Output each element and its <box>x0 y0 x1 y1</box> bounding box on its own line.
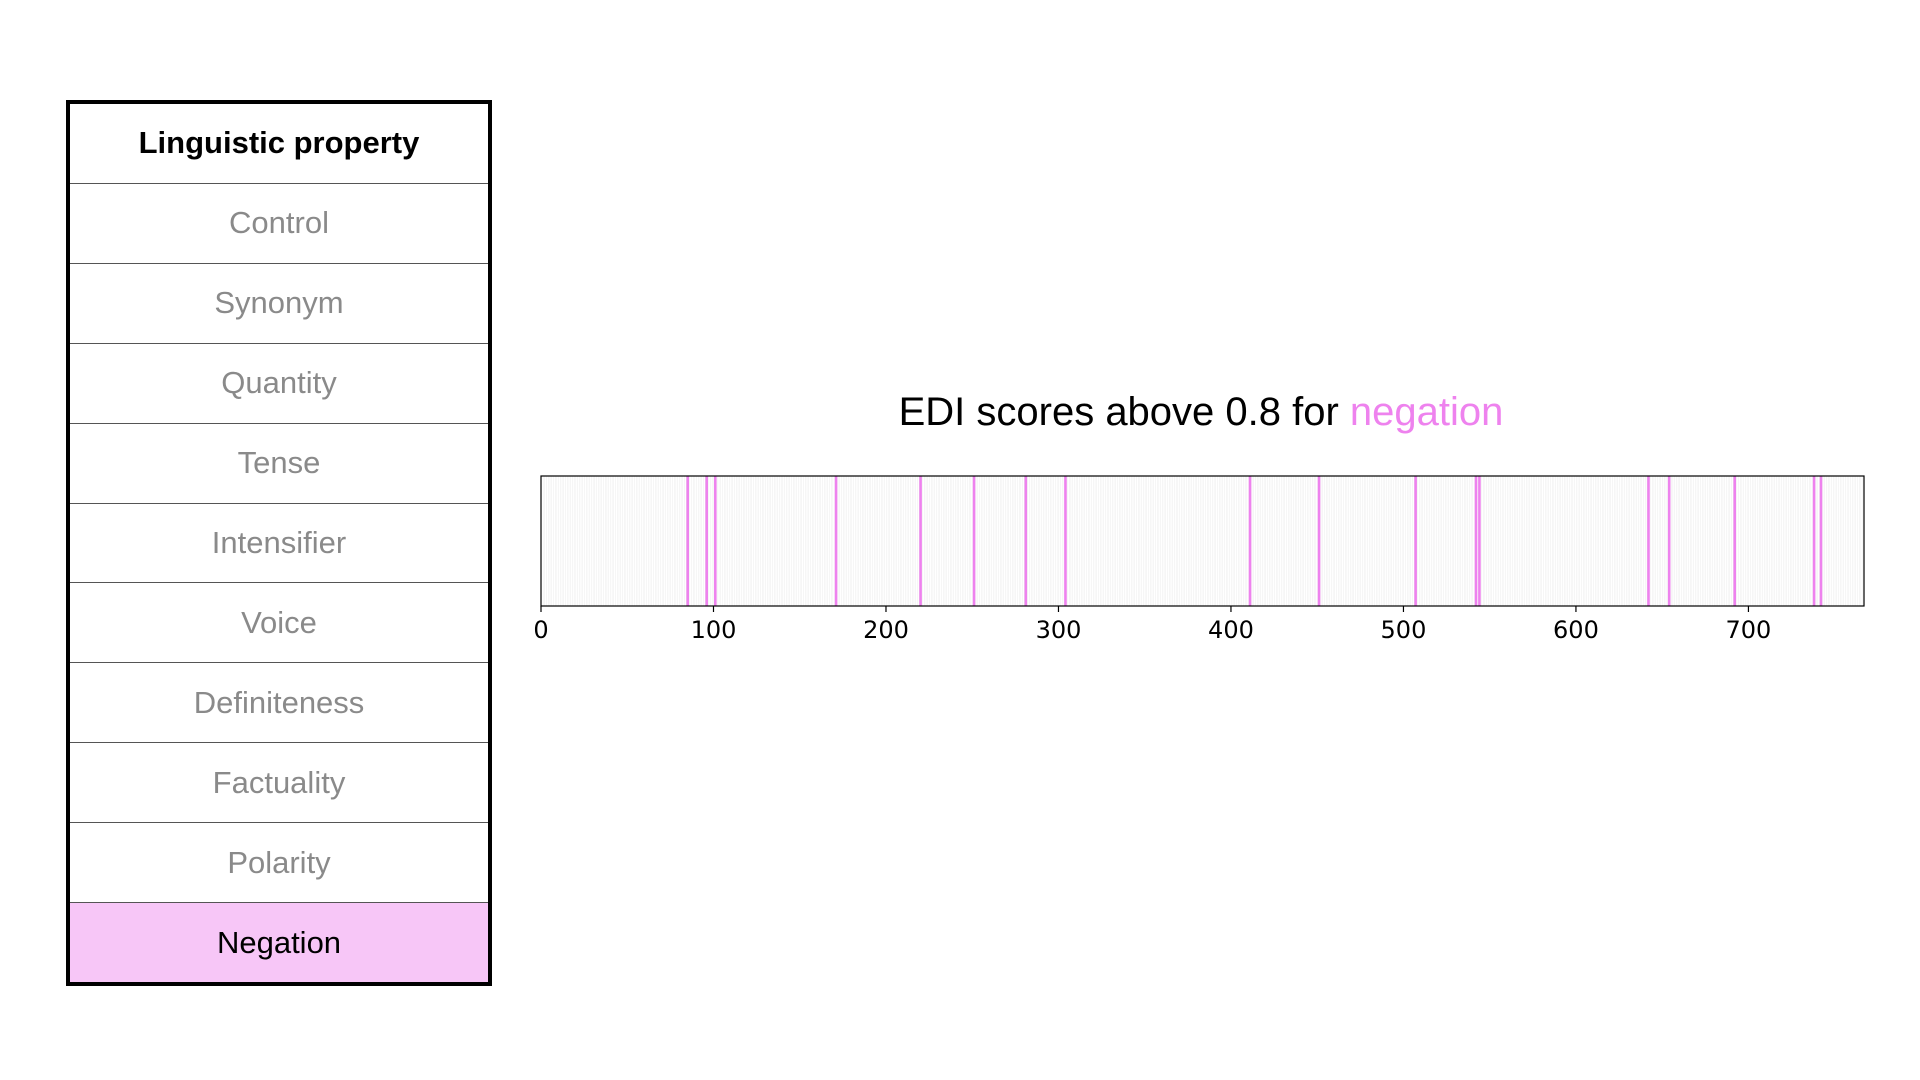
table-header: Linguistic property <box>70 104 488 184</box>
chart-title-highlight: negation <box>1349 390 1504 434</box>
highlight-bar <box>1024 476 1028 606</box>
property-row-polarity[interactable]: Polarity <box>70 823 488 904</box>
highlight-bar <box>972 476 976 606</box>
highlight-bar <box>1819 476 1823 606</box>
x-tick-label: 400 <box>1208 616 1254 644</box>
x-tick-label: 600 <box>1553 616 1599 644</box>
highlight-bar <box>834 476 838 606</box>
property-row-control[interactable]: Control <box>70 184 488 264</box>
highlight-bar <box>1248 476 1252 606</box>
property-row-quantity[interactable]: Quantity <box>70 344 488 424</box>
highlight-bar <box>705 476 708 606</box>
chart-title: EDI scores above 0.8 for negation <box>540 390 1862 435</box>
property-row-voice[interactable]: Voice <box>70 583 488 664</box>
x-axis-ticks: 0 100 200 300 400 500 600 700 <box>533 606 1771 644</box>
chart-title-prefix: EDI scores above 0.8 for <box>898 390 1350 434</box>
highlight-bar <box>1414 476 1417 606</box>
background-bars <box>541 476 1863 606</box>
x-tick-label: 500 <box>1381 616 1427 644</box>
highlight-bar <box>686 476 690 606</box>
x-tick-label: 0 <box>533 616 548 644</box>
property-row-synonym[interactable]: Synonym <box>70 264 488 344</box>
x-tick-label: 300 <box>1036 616 1082 644</box>
highlight-bar <box>1647 476 1650 606</box>
highlight-bar <box>1733 476 1737 606</box>
plot-frame <box>540 475 1865 607</box>
x-tick-label: 200 <box>863 616 909 644</box>
highlight-bar <box>1667 476 1671 606</box>
highlight-bar <box>714 476 717 606</box>
highlighted-bars <box>686 476 1823 606</box>
property-row-intensifier[interactable]: Intensifier <box>70 504 488 584</box>
property-row-factuality[interactable]: Factuality <box>70 743 488 824</box>
x-tick-label: 100 <box>691 616 737 644</box>
highlight-bar <box>1064 476 1067 606</box>
linguistic-property-table: Linguistic property Control Synonym Quan… <box>66 100 492 986</box>
property-row-negation[interactable]: Negation <box>70 903 488 982</box>
property-row-definiteness[interactable]: Definiteness <box>70 663 488 744</box>
property-row-tense[interactable]: Tense <box>70 424 488 504</box>
x-tick-label: 700 <box>1726 616 1772 644</box>
highlight-bar <box>1478 476 1481 606</box>
highlight-bar <box>1474 476 1478 606</box>
highlight-bar <box>919 476 922 606</box>
highlight-bar <box>1317 476 1321 606</box>
highlight-bar <box>1812 476 1816 606</box>
